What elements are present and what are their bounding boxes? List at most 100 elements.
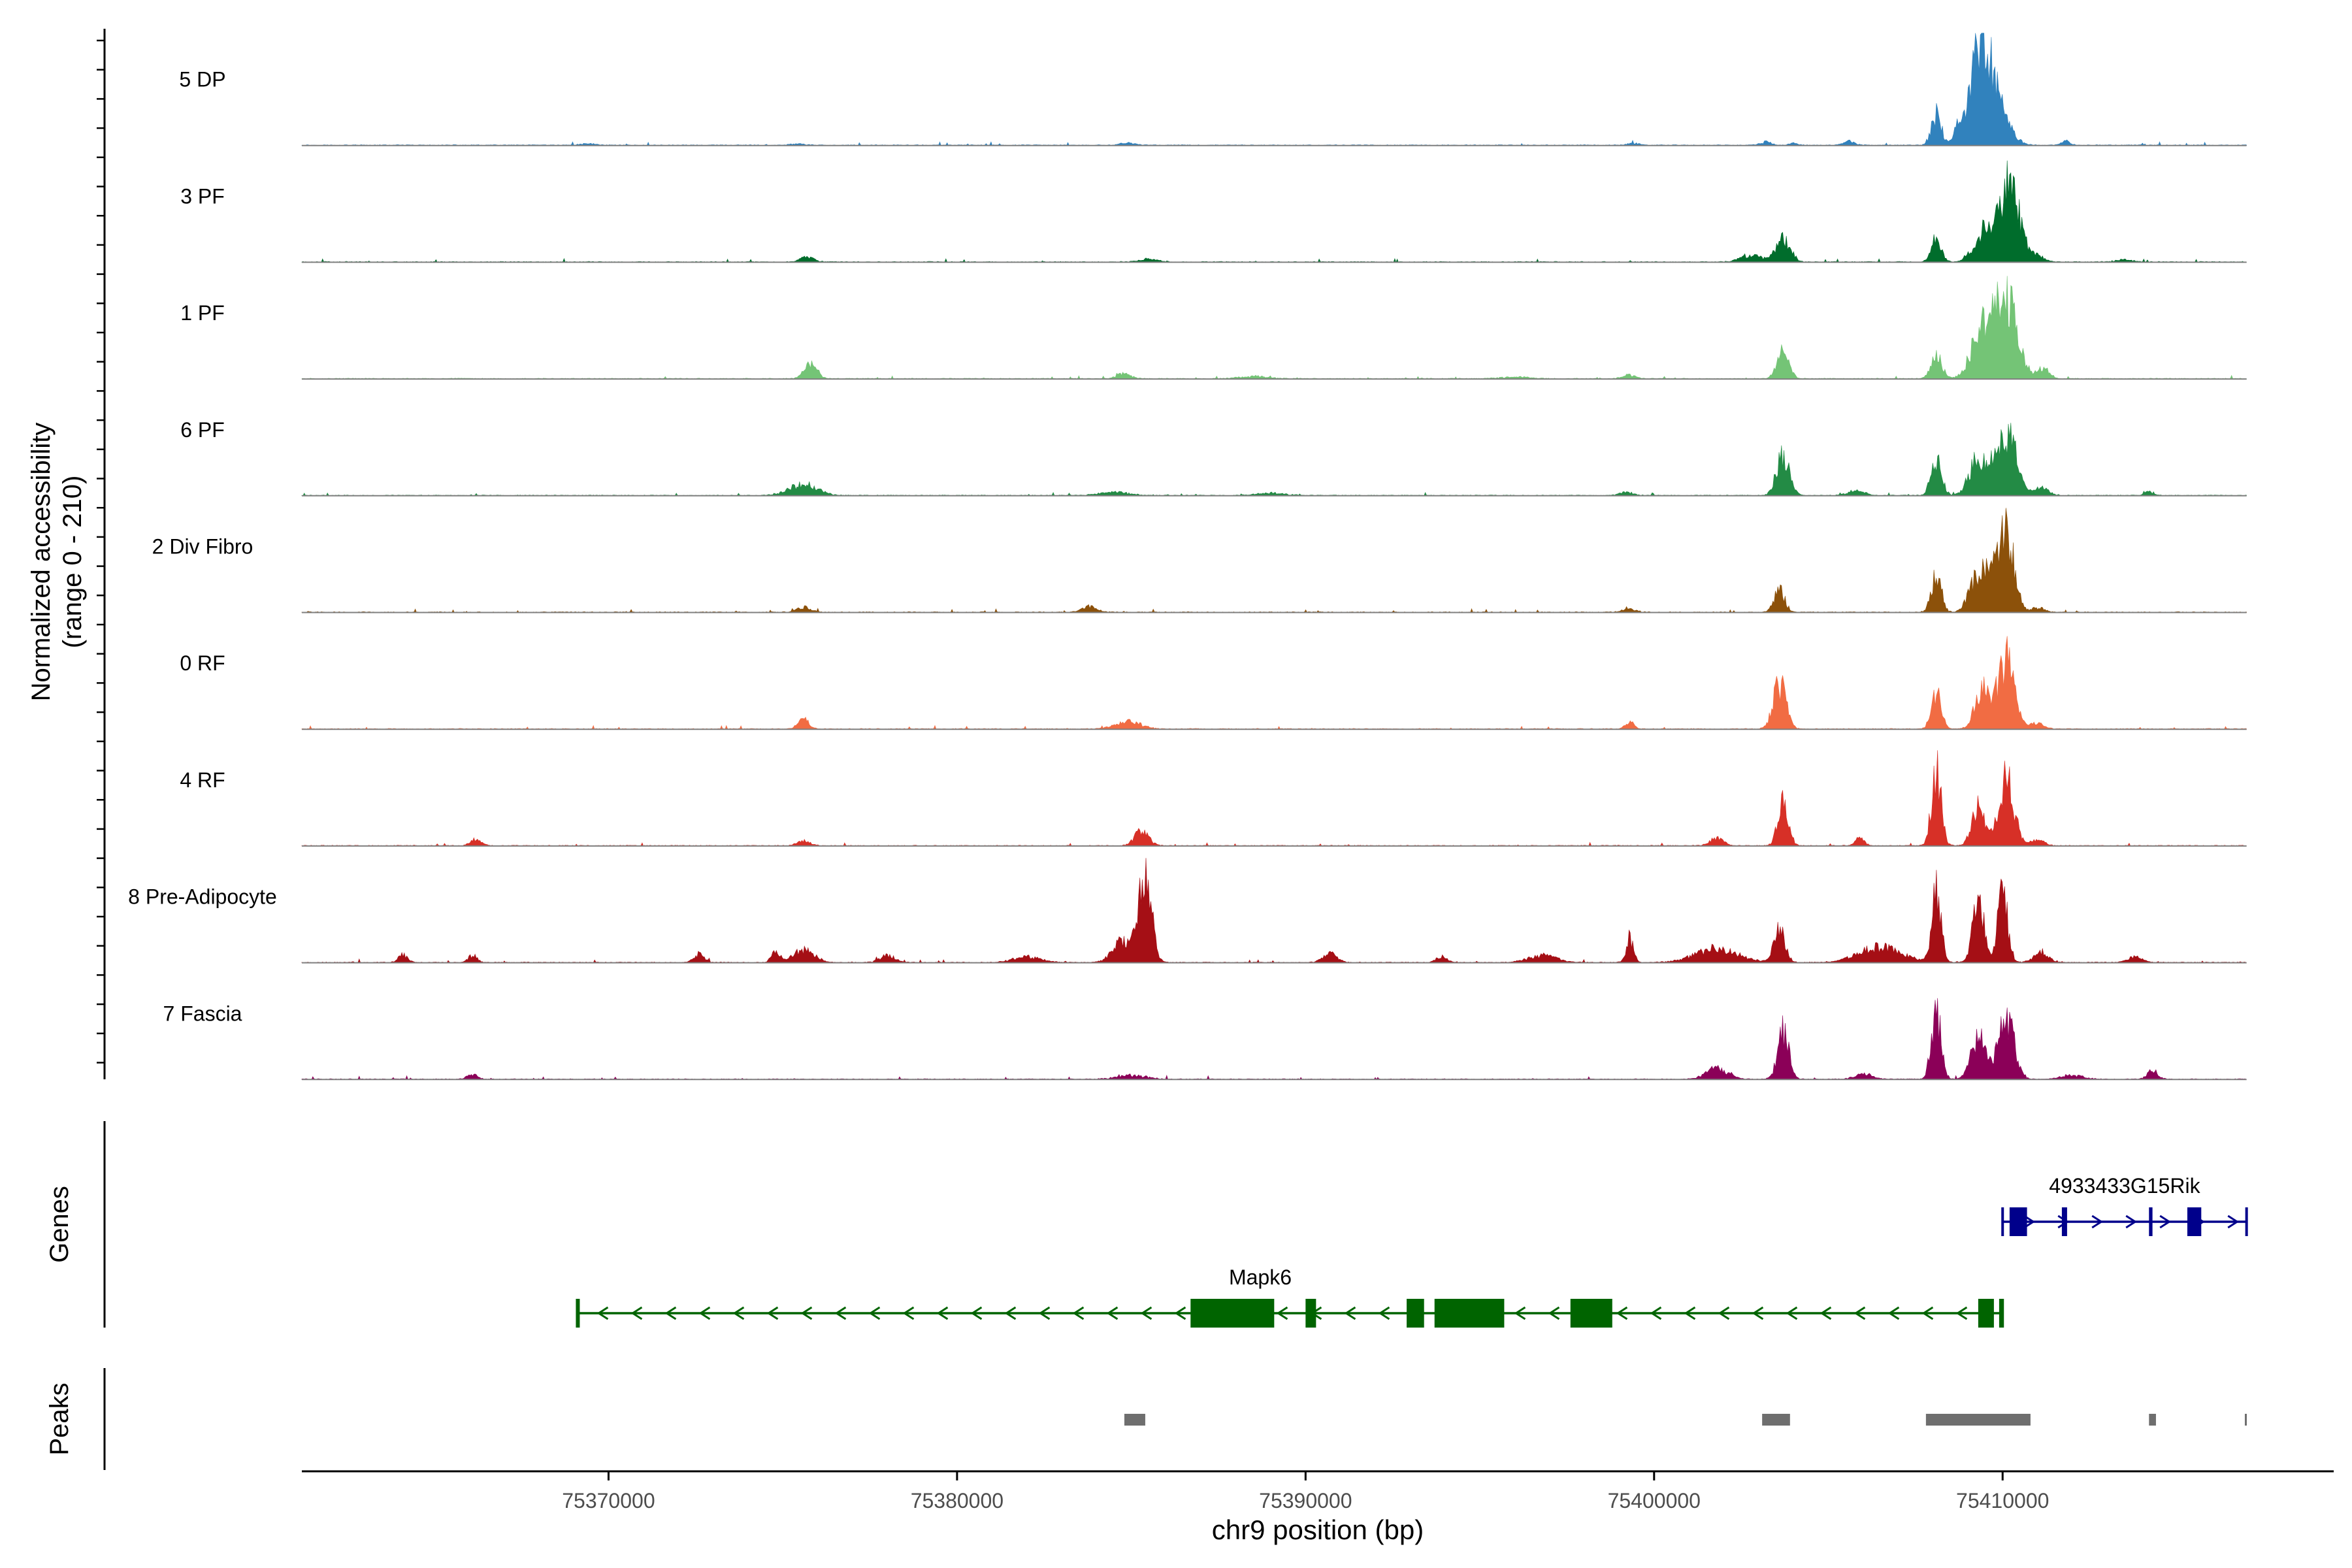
track-3-pf: 3 PF <box>180 160 2247 263</box>
track-coverage-area <box>301 750 2247 847</box>
track-label: 6 PF <box>180 418 225 442</box>
strand-arrow <box>1650 1306 1662 1320</box>
strand-arrow <box>1276 1306 1288 1320</box>
peak-regions <box>1124 1414 2247 1426</box>
x-axis-title: chr9 position (bp) <box>1212 1514 1424 1545</box>
track-7-fascia: 7 Fascia <box>163 998 2247 1081</box>
gene-exon <box>1190 1299 1275 1328</box>
strand-arrow <box>766 1306 779 1320</box>
strand-arrow <box>902 1306 915 1320</box>
track-label: 0 RF <box>180 651 225 675</box>
gene-exon <box>2149 1207 2153 1236</box>
gene-name: Mapk6 <box>1229 1266 1292 1289</box>
track-2-div-fibro: 2 Div Fibro <box>152 508 2247 613</box>
gene-exon <box>1999 1299 2003 1328</box>
strand-arrow <box>2023 1215 2035 1229</box>
strand-arrow <box>630 1306 643 1320</box>
strand-arrow <box>1548 1306 1560 1320</box>
gene-name: 4933433G15Rik <box>2049 1174 2200 1198</box>
y-axis-title: Normalized accessibility <box>27 423 56 702</box>
strand-arrow <box>1514 1306 1526 1320</box>
track-coverage-area <box>301 276 2247 380</box>
x-axis-ticks: 75370000 75380000 75390000 75400000 75410000 <box>562 1471 2049 1512</box>
gene-exon <box>2187 1207 2202 1236</box>
strand-arrow <box>1921 1306 1934 1320</box>
gene-exon <box>1978 1299 1994 1328</box>
gene-exon <box>1570 1299 1612 1328</box>
track-coverage-area <box>301 508 2247 613</box>
peak-region <box>1925 1414 2031 1426</box>
x-tick-label: 75370000 <box>562 1489 655 1512</box>
strand-arrow <box>596 1306 609 1320</box>
strand-arrow <box>732 1306 745 1320</box>
track-label: 5 DP <box>179 68 225 91</box>
track-0-rf: 0 RF <box>180 636 2247 730</box>
track-5-dp: 5 DP <box>179 33 2247 146</box>
strand-arrow <box>1786 1306 1798 1320</box>
strand-arrow <box>1752 1306 1764 1320</box>
track-label: 8 Pre-Adipocyte <box>128 885 277 909</box>
x-tick-label: 75400000 <box>1608 1489 1701 1512</box>
y-axis-range: (range 0 - 210) <box>58 476 87 649</box>
track-label: 1 PF <box>180 301 225 325</box>
x-tick-label: 75390000 <box>1259 1489 1352 1512</box>
strand-arrow <box>1106 1306 1119 1320</box>
strand-arrow <box>1718 1306 1730 1320</box>
strand-arrow <box>1684 1306 1696 1320</box>
gene-4933433g15rik: 4933433G15Rik <box>2001 1174 2248 1236</box>
track-coverage-area <box>301 636 2247 730</box>
strand-arrow <box>1955 1306 1968 1320</box>
track-coverage-area <box>301 858 2247 964</box>
peaks-label: Peaks <box>45 1382 74 1455</box>
track-coverage-area <box>301 423 2247 497</box>
strand-arrow <box>1887 1306 1900 1320</box>
track-label: 3 PF <box>180 184 225 208</box>
strand-arrow <box>1174 1306 1186 1320</box>
strand-arrow <box>1820 1306 1832 1320</box>
peak-region <box>1124 1414 1145 1426</box>
strand-arrow <box>1038 1306 1051 1320</box>
x-tick-label: 75380000 <box>911 1489 1004 1512</box>
peak-region <box>2149 1414 2156 1426</box>
track-label: 4 RF <box>180 768 225 792</box>
strand-arrow <box>664 1306 677 1320</box>
gene-exon <box>1434 1299 1505 1328</box>
accessibility-tracks: 5 DP 3 PF 1 PF 6 PF 2 Div Fibro 0 RF 4 RF 8 Pre… <box>128 33 2247 1081</box>
gene-exon <box>2061 1207 2067 1236</box>
track-coverage-area <box>301 160 2247 263</box>
strand-arrow <box>1344 1306 1356 1320</box>
strand-arrow <box>1004 1306 1017 1320</box>
x-tick-label: 75410000 <box>1956 1489 2049 1512</box>
track-coverage-area <box>301 33 2247 146</box>
strand-arrow <box>1140 1306 1152 1320</box>
strand-arrow <box>2091 1215 2103 1229</box>
strand-arrow <box>834 1306 847 1320</box>
strand-arrow <box>2057 1215 2069 1229</box>
track-label: 2 Div Fibro <box>152 535 253 559</box>
track-4-rf: 4 RF <box>180 750 2247 847</box>
strand-arrow <box>970 1306 983 1320</box>
gene-annotations: Mapk6 4933433G15Rik <box>576 1174 2248 1328</box>
strand-arrow <box>2159 1215 2171 1229</box>
track-coverage-area <box>301 998 2247 1080</box>
track-label: 7 Fascia <box>163 1002 242 1025</box>
strand-arrow <box>936 1306 949 1320</box>
strand-arrow <box>1072 1306 1085 1320</box>
strand-arrow <box>868 1306 881 1320</box>
strand-arrow <box>2227 1215 2239 1229</box>
strand-arrow <box>800 1306 813 1320</box>
peak-region <box>1762 1414 1790 1426</box>
gene-exon <box>2009 1207 2027 1236</box>
gene-exon <box>1407 1299 1424 1328</box>
gene-mapk6: Mapk6 <box>576 1266 2004 1328</box>
gene-exon <box>577 1299 580 1328</box>
strand-arrow <box>2125 1215 2137 1229</box>
strand-arrow <box>1378 1306 1390 1320</box>
strand-arrow <box>1854 1306 1866 1320</box>
track-8-pre-adipocyte: 8 Pre-Adipocyte <box>128 858 2247 964</box>
peak-region <box>2244 1414 2247 1426</box>
gene-exon <box>1305 1299 1316 1328</box>
genes-label: Genes <box>45 1186 74 1263</box>
track-6-pf: 6 PF <box>180 418 2247 497</box>
